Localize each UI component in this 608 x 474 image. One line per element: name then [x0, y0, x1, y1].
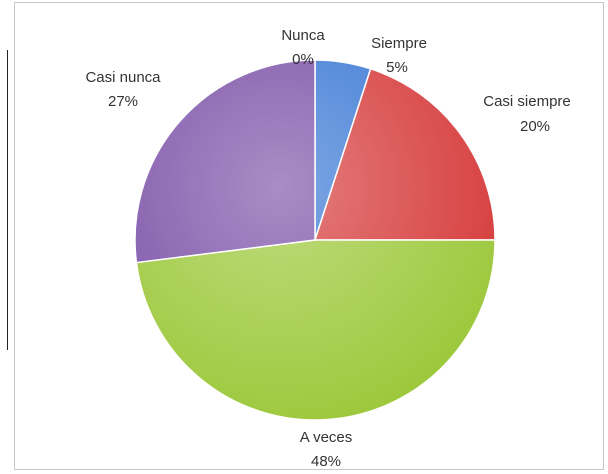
label-nunca-value: 0% — [292, 51, 314, 68]
label-nunca-name: Nunca — [281, 27, 325, 44]
adjacent-table-edge — [0, 50, 8, 350]
label-casi-nunca-value: 27% — [108, 93, 138, 110]
label-casi-nunca-name: Casi nunca — [85, 69, 161, 86]
label-siempre-value: 5% — [386, 59, 408, 76]
label-a-veces-value: 48% — [311, 453, 341, 470]
label-casi-siempre-value: 20% — [520, 118, 550, 135]
pie-slice-casi-nunca — [134, 59, 316, 264]
pie-slice-a-veces — [135, 239, 496, 421]
label-siempre-name: Siempre — [371, 35, 427, 52]
label-a-veces-name: A veces — [300, 429, 353, 446]
label-casi-siempre-name: Casi siempre — [483, 93, 571, 110]
